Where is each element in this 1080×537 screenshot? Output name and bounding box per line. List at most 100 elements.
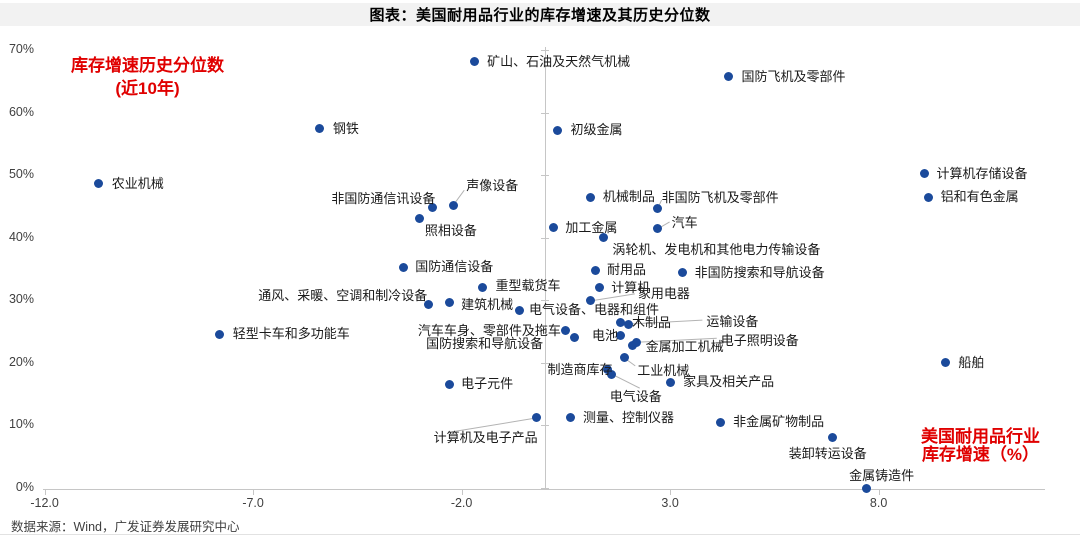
x-axis-tick-label: 8.0 [869,496,888,510]
point-dot [628,341,638,351]
x-axis-tick-label: -2.0 [450,496,473,510]
x-axis-tick [44,489,46,495]
y-axis-tick [541,112,549,114]
point-label: 计算机存储设备 [936,165,1028,181]
point-label: 电子照明设备 [720,333,799,349]
point-label: 电气设备 [609,389,662,405]
x-axis-annotation-line1: 美国耐用品行业 [921,427,1040,446]
point-label: 测量、控制仪器 [583,409,675,425]
leader-line [628,319,703,325]
y-axis-tick-label: 0% [15,480,34,494]
bottom-divider [0,534,1080,535]
point-label: 照相设备 [424,222,477,238]
point-dot [723,72,733,82]
point-label: 运输设备 [706,314,759,330]
point-dot [532,413,542,423]
x-axis-annotation: 美国耐用品行业 库存增速（%） [913,428,1048,463]
y-axis-annotation-line1: 库存增速历史分位数 [71,56,224,75]
point-label: 非金属矿物制品 [733,414,825,430]
y-axis-tick-label: 50% [8,167,34,182]
y-axis-tick [541,488,549,489]
point-dot [415,214,425,224]
point-label: 电子元件 [461,376,514,392]
y-axis-tick-label: 60% [8,104,34,119]
point-label: 制造商库存 [547,362,613,378]
point-dot [632,337,642,347]
point-label: 非国防搜索和导航设备 [694,264,825,280]
point-label: 声像设备 [466,178,519,194]
point-dot [94,179,104,189]
leader-line [611,373,640,389]
x-axis-tick-label: -7.0 [242,496,264,510]
point-label: 重型载货车 [495,277,561,293]
x-axis-line [43,489,1045,490]
point-dot [398,262,408,272]
point-dot [215,329,225,339]
point-dot [444,298,454,308]
point-label: 计算机 [611,279,651,295]
y-axis-tick [541,300,549,302]
x-axis-tick [878,489,880,495]
point-label: 工业机械 [637,362,690,378]
point-label: 家具及相关产品 [683,374,775,390]
point-dot [598,233,608,243]
point-dot [924,192,934,202]
data-source-note: 数据来源：Wind，广发证券发展研究中心 [11,520,240,534]
y-axis-tick [541,425,549,427]
point-dot [477,283,487,293]
point-label: 电池 [592,327,619,343]
y-axis-tick [541,362,549,364]
x-axis-tick [461,489,463,495]
point-dot [548,223,558,233]
point-dot [427,203,437,213]
y-axis-tick [541,237,549,239]
point-dot [448,200,458,210]
point-label: 木制品 [632,315,672,331]
point-dot [828,433,838,443]
point-dot [423,299,433,309]
point-dot [315,124,325,134]
point-dot [919,169,929,179]
point-label: 铝和有色金属 [940,189,1019,205]
y-axis-annotation-line2: (近10年) [115,79,180,98]
x-axis-annotation-line2: 库存增速（%） [921,444,1040,464]
point-dot [607,369,617,379]
point-label: 非国防通信讯设备 [331,190,436,206]
point-dot [444,379,454,389]
point-label: 汽车 [671,214,698,230]
y-axis-tick [541,50,549,51]
chart-title-bar: 图表：美国耐用品行业的库存增速及其历史分位数 [0,3,1080,26]
point-label: 国防搜索和导航设备 [426,335,544,351]
leader-line [590,293,635,302]
point-dot [586,192,596,202]
point-dot [653,204,663,214]
point-label: 初级金属 [570,122,623,138]
point-label: 汽车车身、零部件及拖车 [417,322,561,338]
point-dot [565,413,575,423]
point-label: 国防通信设备 [415,259,494,275]
point-label: 金属加工机械 [645,338,724,354]
point-dot [653,224,663,234]
point-dot [553,125,562,135]
point-dot [603,364,613,374]
point-dot [586,296,596,306]
x-axis-tick-label: 3.0 [661,496,679,510]
x-axis-tick-label: -12.0 [30,496,59,510]
leader-line [451,417,537,433]
y-axis-tick-label: 20% [8,354,34,369]
point-label: 家用电器 [637,285,690,301]
point-label: 农业机械 [111,175,164,191]
point-dot [594,283,604,293]
point-dot [861,483,871,493]
point-label: 钢铁 [332,120,359,136]
point-label: 轻型卡车和多功能车 [232,326,350,342]
point-label: 装卸转运设备 [788,445,867,461]
point-label: 船舶 [958,354,985,370]
point-label: 电气设备、电器和组件 [528,301,659,317]
point-dot [623,319,633,329]
point-dot [715,417,725,427]
y-axis-tick-label: 10% [8,417,34,432]
point-dot [590,265,600,275]
leader-line [636,337,717,343]
